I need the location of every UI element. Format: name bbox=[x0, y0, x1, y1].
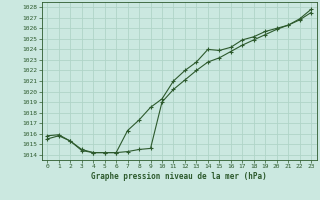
X-axis label: Graphe pression niveau de la mer (hPa): Graphe pression niveau de la mer (hPa) bbox=[91, 172, 267, 181]
